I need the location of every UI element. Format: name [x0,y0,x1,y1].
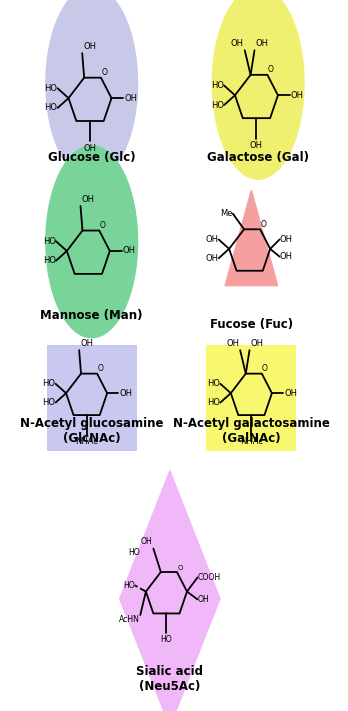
Text: OH: OH [226,339,239,348]
Text: NHAc: NHAc [75,437,98,446]
Circle shape [46,0,137,179]
Text: O: O [177,565,183,571]
Text: O: O [262,364,268,373]
Text: OH: OH [231,39,244,48]
Text: HO: HO [43,256,56,265]
Text: OH: OH [119,389,133,397]
Text: HO: HO [128,548,140,557]
Text: AcHN: AcHN [119,615,140,624]
Text: OH: OH [256,39,269,48]
Circle shape [46,146,137,338]
Text: OH: OH [279,235,293,244]
Text: OH: OH [82,195,95,203]
Text: O: O [97,364,103,373]
Text: OH: OH [123,247,136,255]
Polygon shape [225,191,278,286]
Text: COOH: COOH [197,573,221,582]
FancyBboxPatch shape [206,345,296,451]
Text: O: O [260,220,266,228]
Text: HO: HO [211,100,224,109]
Text: OH: OH [206,235,219,244]
Text: OH: OH [284,389,297,397]
Text: HO: HO [45,103,57,112]
Text: Me: Me [220,209,233,218]
Text: OH: OH [84,42,96,50]
Text: HO: HO [211,81,224,90]
Text: OH: OH [279,252,293,261]
Text: OH: OH [141,538,152,546]
Text: OH: OH [84,144,96,153]
Text: HO: HO [45,84,57,93]
FancyBboxPatch shape [47,345,137,451]
Text: OH: OH [124,94,137,102]
Text: O: O [100,220,105,230]
Text: OH: OH [251,339,264,348]
Text: OH: OH [197,595,209,604]
Text: NHAc: NHAc [240,437,263,446]
Text: HO: HO [43,237,56,246]
Circle shape [212,0,304,179]
Polygon shape [120,471,220,711]
Text: HO: HO [207,398,220,407]
Text: Glucose (Glc): Glucose (Glc) [48,151,135,164]
Text: OH: OH [250,141,263,150]
Text: Sialic acid
(Neu5Ac): Sialic acid (Neu5Ac) [136,665,203,693]
Text: OH: OH [206,254,219,263]
Text: O: O [101,68,107,77]
Text: Mannose (Man): Mannose (Man) [40,309,143,322]
Text: HO: HO [123,581,135,590]
Text: OH: OH [80,339,93,348]
Text: HO: HO [42,379,56,388]
Text: HO: HO [160,636,172,644]
Text: Fucose (Fuc): Fucose (Fuc) [210,318,293,331]
Text: Galactose (Gal): Galactose (Gal) [207,151,309,164]
Text: O: O [268,65,274,74]
Text: HO: HO [207,379,220,388]
Text: HO: HO [42,398,56,407]
Text: N-Acetyl glucosamine
(GlcNAc): N-Acetyl glucosamine (GlcNAc) [20,417,164,445]
Text: OH: OH [291,91,304,100]
Text: N-Acetyl galactosamine
(GalNAc): N-Acetyl galactosamine (GalNAc) [173,417,330,445]
